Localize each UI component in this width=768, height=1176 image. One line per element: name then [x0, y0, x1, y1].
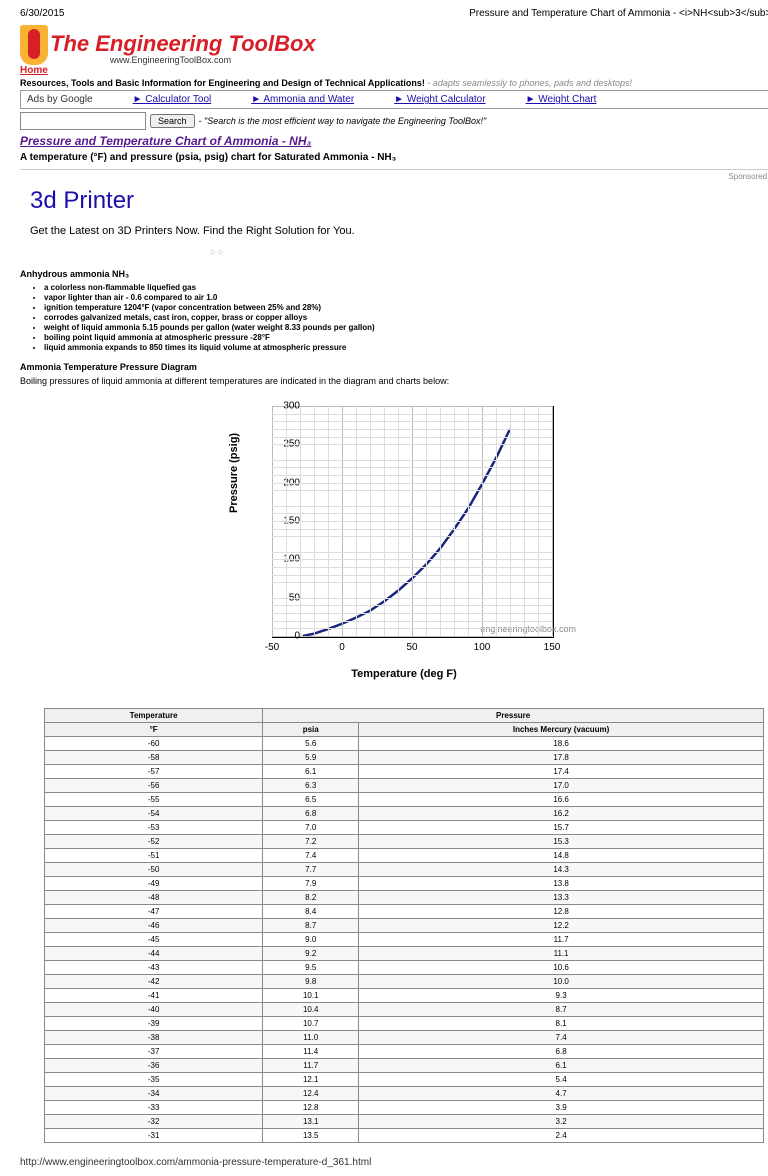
sponsored-label: Sponsored Linksi — [20, 169, 768, 181]
logo-title: The Engineering ToolBox — [50, 33, 316, 55]
adlink-2[interactable]: ► Weight Calculator — [394, 94, 485, 105]
th-psia: psia — [263, 723, 359, 737]
toolbox-icon — [20, 25, 48, 65]
properties-list: a colorless non-flammable liquefied gasv… — [44, 283, 768, 352]
table-row: -507.714.3 — [45, 863, 764, 877]
table-row: -3113.52.4 — [45, 1129, 764, 1143]
tagline: Resources, Tools and Basic Information f… — [20, 78, 768, 88]
table-row: -517.414.8 — [45, 849, 764, 863]
th-temp: Temperature — [45, 709, 263, 723]
table-row: -4110.19.3 — [45, 989, 764, 1003]
logo: The Engineering ToolBox www.EngineeringT… — [20, 25, 768, 65]
table-row: -537.015.7 — [45, 821, 764, 835]
property-item: ignition temperature 1204°F (vapor conce… — [44, 303, 768, 312]
home-link[interactable]: Home — [20, 65, 48, 76]
table-row: -429.810.0 — [45, 975, 764, 989]
table-row: -3611.76.1 — [45, 1059, 764, 1073]
ad-block[interactable]: 3d Printer Get the Latest on 3D Printers… — [30, 187, 768, 257]
table-row: -3312.83.9 — [45, 1101, 764, 1115]
table-row: -556.516.6 — [45, 793, 764, 807]
table-row: -468.712.2 — [45, 919, 764, 933]
table-row: -546.816.2 — [45, 807, 764, 821]
section-diagram: Ammonia Temperature Pressure Diagram — [20, 362, 768, 372]
table-row: -449.211.1 — [45, 947, 764, 961]
search-hint: - "Search is the most efficient way to n… — [199, 116, 487, 126]
property-item: vapor lighter than air - 0.6 compared to… — [44, 293, 768, 302]
adlink-0[interactable]: ► Calculator Tool — [133, 94, 212, 105]
browser-title: Pressure and Temperature Chart of Ammoni… — [469, 8, 768, 19]
data-table: TemperaturePressure °FpsiaInches Mercury… — [44, 708, 764, 1143]
property-item: corrodes galvanized metals, cast iron, c… — [44, 313, 768, 322]
ads-by-google: Ads by Google — [27, 94, 93, 105]
ad-text: Get the Latest on 3D Printers Now. Find … — [30, 225, 768, 237]
th-press: Pressure — [263, 709, 764, 723]
table-row: -459.011.7 — [45, 933, 764, 947]
adlink-3[interactable]: ► Weight Chart — [526, 94, 597, 105]
ad-pager[interactable]: ○ ○ — [210, 247, 768, 257]
table-row: -585.917.8 — [45, 751, 764, 765]
table-row: -576.117.4 — [45, 765, 764, 779]
table-row: -3512.15.4 — [45, 1073, 764, 1087]
table-row: -488.213.3 — [45, 891, 764, 905]
ad-links-bar: Ads by Google ► Calculator Tool ► Ammoni… — [20, 90, 768, 109]
property-item: liquid ammonia expands to 850 times its … — [44, 343, 768, 352]
table-row: -527.215.3 — [45, 835, 764, 849]
ad-headline[interactable]: 3d Printer — [30, 187, 768, 215]
pressure-temp-chart: Pressure (psig) Temperature (deg F) engi… — [224, 398, 584, 678]
table-row: -478.412.8 — [45, 905, 764, 919]
intro-text: Boiling pressures of liquid ammonia at d… — [20, 376, 768, 386]
footer-url: http://www.engineeringtoolbox.com/ammoni… — [20, 1157, 371, 1168]
table-row: -3711.46.8 — [45, 1045, 764, 1059]
table-row: -3213.13.2 — [45, 1115, 764, 1129]
th-hg: Inches Mercury (vacuum) — [359, 723, 764, 737]
adlink-1[interactable]: ► Ammonia and Water — [251, 94, 354, 105]
x-axis-label: Temperature (deg F) — [224, 668, 584, 680]
table-row: -3412.44.7 — [45, 1087, 764, 1101]
table-row: -605.618.6 — [45, 737, 764, 751]
print-date: 6/30/2015 — [20, 8, 65, 19]
table-row: -4010.48.7 — [45, 1003, 764, 1017]
table-row: -3811.07.4 — [45, 1031, 764, 1045]
property-item: weight of liquid ammonia 5.15 pounds per… — [44, 323, 768, 332]
page-subtitle: A temperature (°F) and pressure (psia, p… — [20, 152, 768, 163]
y-axis-label: Pressure (psig) — [228, 433, 240, 513]
search-input[interactable] — [20, 112, 146, 130]
search-button[interactable]: Search — [150, 114, 195, 128]
table-row: -566.317.0 — [45, 779, 764, 793]
section-anhydrous: Anhydrous ammonia NH₃ — [20, 269, 768, 279]
table-row: -497.913.8 — [45, 877, 764, 891]
th-f: °F — [45, 723, 263, 737]
logo-sub: www.EngineeringToolBox.com — [110, 55, 316, 65]
page-title[interactable]: Pressure and Temperature Chart of Ammoni… — [20, 134, 768, 148]
property-item: boiling point liquid ammonia at atmosphe… — [44, 333, 768, 342]
property-item: a colorless non-flammable liquefied gas — [44, 283, 768, 292]
table-row: -439.510.6 — [45, 961, 764, 975]
